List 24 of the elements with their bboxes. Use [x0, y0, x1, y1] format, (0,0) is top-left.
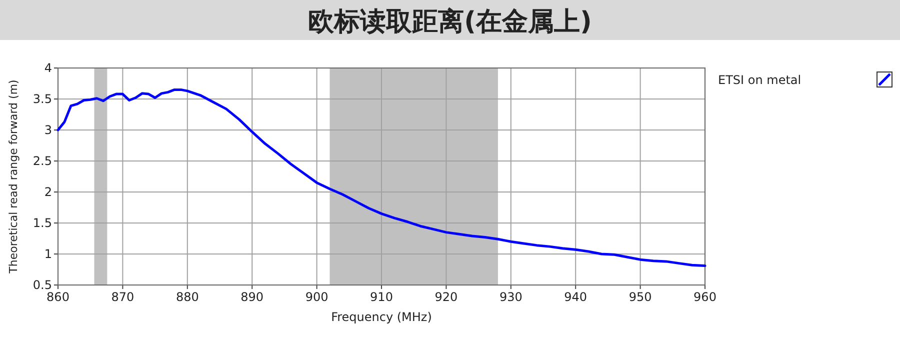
x-tick-label: 880	[176, 290, 199, 304]
y-tick-label: 0.5	[32, 278, 52, 292]
line-series	[56, 88, 706, 268]
y-tick-label: 1.5	[32, 216, 52, 230]
y-axis-title: Theoretical read range forward (m)	[7, 80, 20, 274]
x-tick-label: 960	[694, 290, 716, 304]
x-tick-label: 930	[499, 290, 522, 304]
x-tick-label: 860	[46, 290, 70, 304]
y-tick-label: 3.5	[32, 92, 52, 106]
x-tick-label: 940	[564, 290, 588, 304]
text: ETSI on metal	[718, 73, 802, 87]
x-tick-label: 900	[305, 290, 328, 304]
x-axis-title: Frequency (MHz)	[331, 310, 432, 324]
x-tick-label: 910	[370, 290, 393, 304]
y-tick-label: 4	[44, 61, 52, 75]
x-tick-label: 920	[434, 290, 458, 304]
y-tick-label: 2.5	[32, 154, 52, 168]
chart-title: 欧标读取距离(在金属上)	[308, 7, 592, 37]
y-tick-label: 2	[44, 185, 52, 199]
y-tick-label: 1	[44, 247, 52, 261]
x-tick-label: 870	[111, 290, 134, 304]
y-tick-label: 3	[44, 123, 52, 137]
x-tick-label: 950	[628, 290, 652, 304]
x-tick-label: 890	[240, 290, 264, 304]
